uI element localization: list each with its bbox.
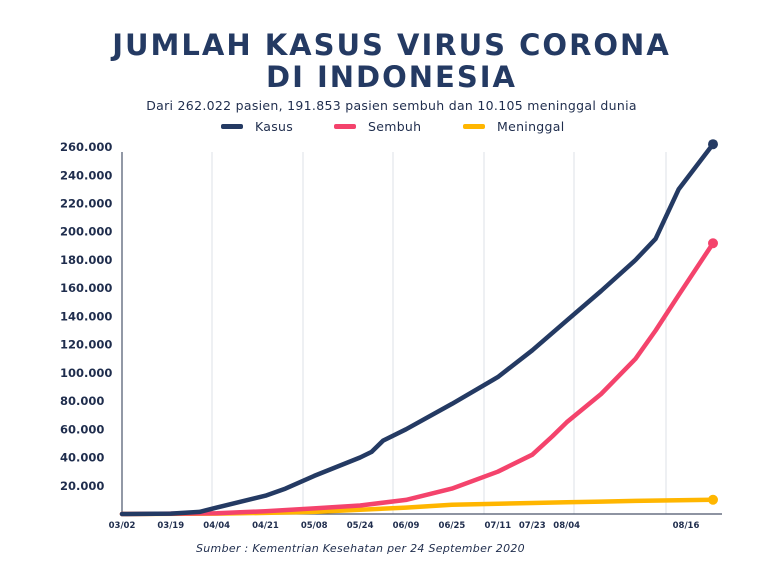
chart-subtitle: Dari 262.022 pasien, 191.853 pasien semb…: [146, 98, 637, 113]
legend-swatch-sembuh: [334, 123, 356, 129]
x-tick-label: 06/09: [393, 521, 420, 531]
y-tick-label: 160.000: [60, 281, 112, 295]
x-tick-label: 08/04: [553, 521, 580, 531]
y-tick-label: 20.000: [60, 479, 104, 493]
x-tick-label: 03/19: [157, 521, 184, 531]
legend-item-sembuh: Sembuh: [334, 117, 421, 135]
chart-title-line-2: DI INDONESIA: [266, 60, 517, 94]
legend-item-meninggal: Meninggal: [463, 117, 565, 135]
chart-legend: Kasus Sembuh Meninggal: [0, 117, 783, 137]
y-tick-label: 80.000: [60, 394, 104, 408]
x-tick-label: 05/24: [347, 521, 374, 531]
x-tick-label: 06/25: [439, 521, 466, 531]
y-tick-label: 240.000: [60, 168, 112, 182]
y-tick-label: 220.000: [60, 197, 112, 211]
series-end-marker-sembuh: [708, 238, 718, 249]
legend-swatch-meninggal: [463, 123, 485, 129]
legend-item-kasus: Kasus: [221, 117, 293, 135]
x-tick-label: 07/11: [484, 521, 511, 531]
y-tick-label: 140.000: [60, 309, 112, 323]
y-tick-label: 260.000: [60, 140, 112, 154]
x-tick-label: 07/23: [519, 521, 546, 531]
series-end-marker-meninggal: [708, 494, 718, 505]
y-tick-label: 100.000: [60, 366, 112, 380]
chart-series: [119, 139, 718, 517]
x-tick-label: 04/21: [252, 521, 279, 531]
x-tick-label: 08/16: [673, 521, 700, 531]
series-end-marker-kasus: [708, 139, 718, 150]
x-tick-label: 03/02: [109, 521, 136, 531]
chart-tick-labels: 20.000 40.000 60.000 80.000 100.000 120.000 14…: [60, 140, 699, 531]
legend-label-kasus: Kasus: [255, 118, 294, 134]
chart-title-line-1: JUMLAH KASUS VIRUS CORONA: [112, 28, 671, 62]
y-tick-label: 180.000: [60, 253, 112, 267]
legend-label-meninggal: Meninggal: [497, 118, 565, 134]
y-tick-label: 60.000: [60, 422, 104, 436]
y-tick-label: 40.000: [60, 451, 104, 465]
y-tick-label: 120.000: [60, 338, 112, 352]
legend-label-sembuh: Sembuh: [368, 118, 422, 134]
legend-swatch-kasus: [221, 123, 243, 129]
x-tick-label: 05/08: [301, 521, 328, 531]
series-line-kasus: [119, 141, 716, 517]
y-tick-label: 200.000: [60, 225, 112, 239]
series-line-sembuh: [119, 240, 716, 517]
chart-grid: [211, 152, 667, 514]
x-tick-label: 04/04: [203, 521, 230, 531]
chart-source-note: Sumber : Kementrian Kesehatan per 24 Sep…: [196, 542, 525, 555]
